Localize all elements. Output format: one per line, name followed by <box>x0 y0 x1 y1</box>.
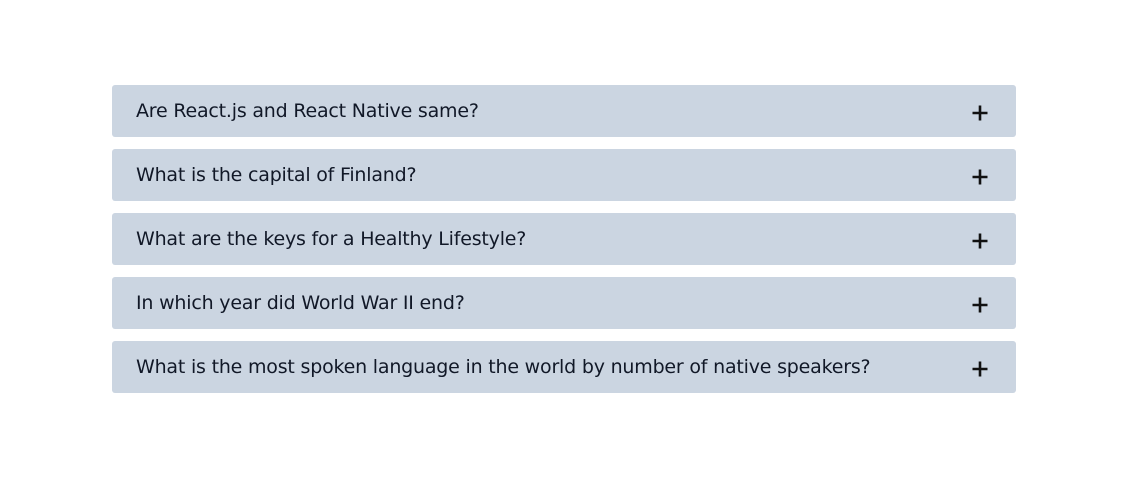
plus-icon[interactable] <box>968 101 992 125</box>
faq-question: What are the keys for a Healthy Lifestyl… <box>136 228 527 250</box>
faq-question: What is the capital of Finland? <box>136 164 417 186</box>
faq-question: In which year did World War II end? <box>136 292 465 314</box>
faq-accordion: Are React.js and React Native same? What… <box>112 85 1016 405</box>
plus-icon[interactable] <box>968 165 992 189</box>
faq-item-ww2[interactable]: In which year did World War II end? <box>112 277 1016 329</box>
faq-question: Are React.js and React Native same? <box>136 100 479 122</box>
faq-item-react[interactable]: Are React.js and React Native same? <box>112 85 1016 137</box>
faq-item-finland[interactable]: What is the capital of Finland? <box>112 149 1016 201</box>
plus-icon[interactable] <box>968 229 992 253</box>
faq-item-language[interactable]: What is the most spoken language in the … <box>112 341 1016 393</box>
plus-icon[interactable] <box>968 357 992 381</box>
faq-item-healthy-lifestyle[interactable]: What are the keys for a Healthy Lifestyl… <box>112 213 1016 265</box>
plus-icon[interactable] <box>968 293 992 317</box>
faq-question: What is the most spoken language in the … <box>136 356 871 378</box>
